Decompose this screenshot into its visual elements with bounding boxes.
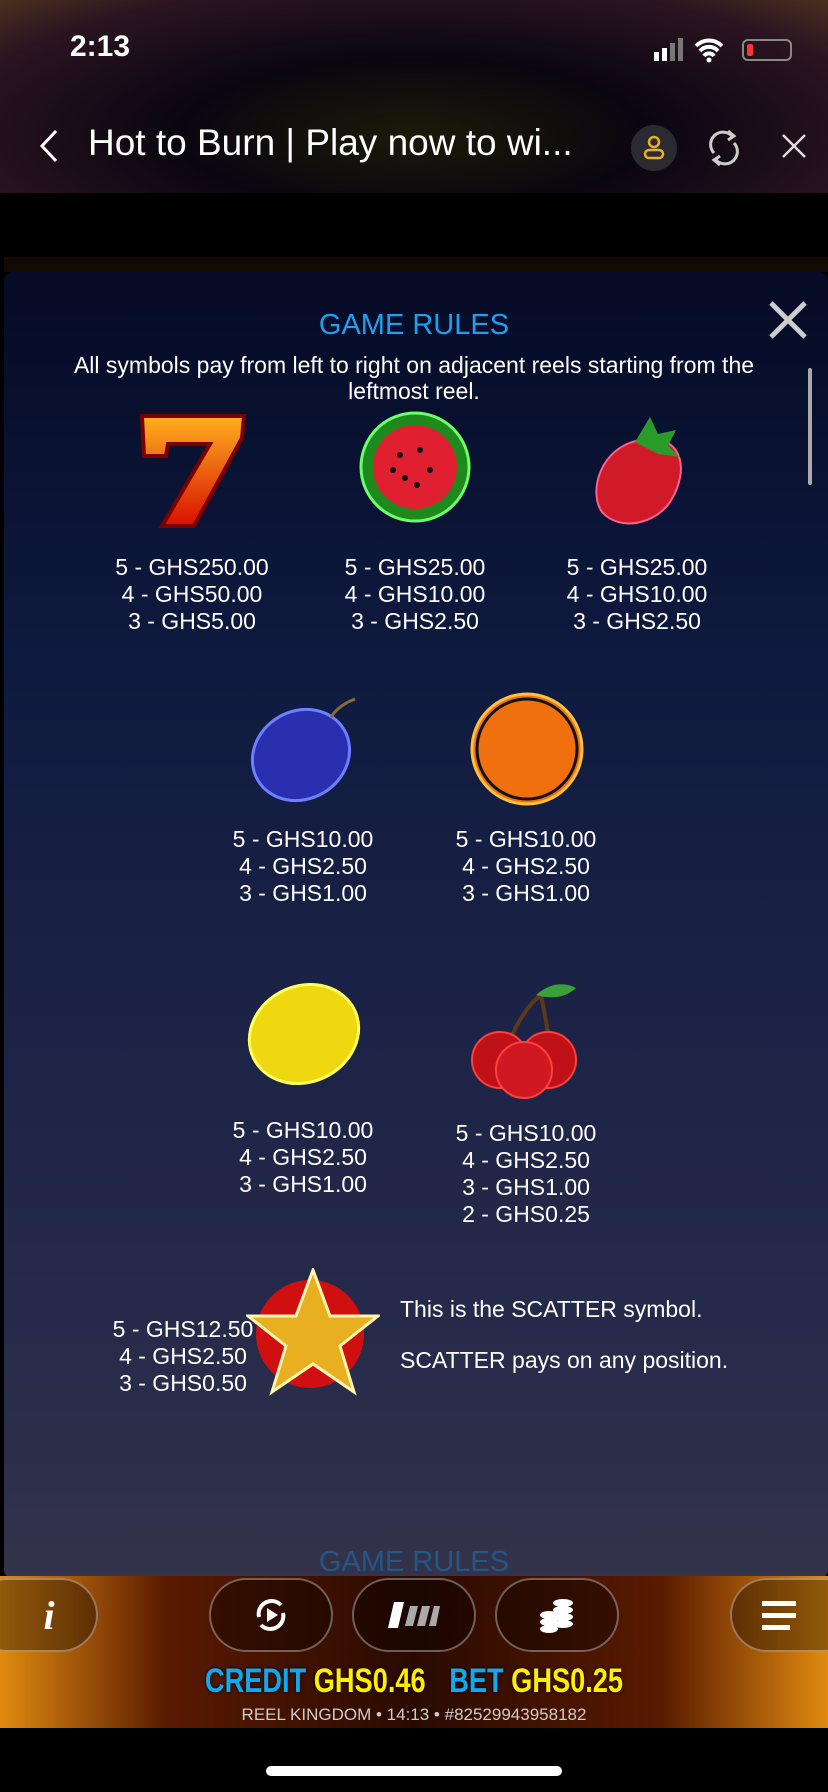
bet-value: GHS0.25 (511, 1662, 624, 1700)
hamburger-icon (762, 1601, 796, 1630)
scatter-desc-2: SCATTER pays on any position. (400, 1347, 729, 1373)
star-scatter-icon (246, 1268, 380, 1396)
pay-line: 3 - GHS0.50 (119, 1370, 247, 1396)
paytable-strawberry: 5 - GHS25.00 4 - GHS10.00 3 - GHS2.50 (537, 554, 737, 635)
pay-line: 3 - GHS5.00 (128, 608, 256, 634)
chevron-left-icon[interactable] (38, 128, 60, 164)
paytable-scatter: 5 - GHS12.50 4 - GHS2.50 3 - GHS0.50 (83, 1316, 283, 1397)
pay-line: 5 - GHS10.00 (455, 826, 597, 852)
credit-bet-line: CREDIT GHS0.46 BET GHS0.25 (83, 1662, 745, 1701)
cherry-icon (471, 984, 577, 1099)
credit-label: CREDIT (204, 1662, 307, 1700)
plum-icon (250, 697, 356, 803)
pay-line: 5 - GHS10.00 (232, 1117, 374, 1143)
pay-line: 5 - GHS25.00 (566, 554, 708, 580)
pay-line: 4 - GHS50.00 (121, 581, 263, 607)
pay-line: 3 - GHS1.00 (239, 880, 367, 906)
strawberry-icon (595, 417, 682, 525)
pay-line: 5 - GHS25.00 (344, 554, 486, 580)
pay-line: 4 - GHS10.00 (344, 581, 486, 607)
scrollbar[interactable] (808, 368, 812, 485)
status-time: 2:13 (70, 30, 131, 63)
page-title: Hot to Burn | Play now to wi... (88, 122, 573, 163)
autoplay-icon (256, 1599, 286, 1631)
pay-line: 5 - GHS10.00 (455, 1120, 597, 1146)
info-button[interactable]: i (0, 1578, 98, 1652)
credit-value: GHS0.46 (313, 1662, 426, 1700)
browser-header (0, 0, 828, 193)
pay-line: 3 - GHS2.50 (351, 608, 479, 634)
watermelon-icon (359, 411, 471, 523)
coins-icon (540, 1599, 573, 1633)
paytable-plum: 5 - GHS10.00 4 - GHS2.50 3 - GHS1.00 (203, 826, 403, 907)
pay-line: 4 - GHS2.50 (462, 1147, 590, 1173)
turbo-icon (388, 1602, 440, 1628)
pay-line: 4 - GHS10.00 (566, 581, 708, 607)
close-icon[interactable] (781, 133, 807, 159)
pay-line: 4 - GHS2.50 (462, 853, 590, 879)
game-top-strip (4, 257, 828, 272)
pay-line: 5 - GHS10.00 (232, 826, 374, 852)
pay-line: 3 - GHS2.50 (573, 608, 701, 634)
paytable-lemon: 5 - GHS10.00 4 - GHS2.50 3 - GHS1.00 (203, 1117, 403, 1198)
status-icons (654, 38, 792, 63)
pay-line: 4 - GHS2.50 (239, 853, 367, 879)
pay-line: 4 - GHS2.50 (119, 1343, 247, 1369)
close-rules-icon[interactable] (768, 300, 808, 340)
pay-line: 5 - GHS250.00 (115, 554, 269, 580)
pay-line: 4 - GHS2.50 (239, 1144, 367, 1170)
seven-icon (139, 414, 247, 528)
game-control-bar (0, 1576, 828, 1728)
pay-line: 3 - GHS1.00 (462, 1174, 590, 1200)
autoplay-button[interactable] (209, 1578, 333, 1652)
game-info: REEL KINGDOM • 14:13 • #82529943958182 (241, 1705, 587, 1724)
orange-icon (470, 692, 584, 806)
user-icon[interactable] (631, 125, 677, 171)
paytable-seven: 5 - GHS250.00 4 - GHS50.00 3 - GHS5.00 (92, 554, 292, 635)
pay-line: 3 - GHS1.00 (462, 880, 590, 906)
bet-button[interactable] (495, 1578, 619, 1652)
paytable-orange: 5 - GHS10.00 4 - GHS2.50 3 - GHS1.00 (426, 826, 626, 907)
lemon-icon (247, 982, 361, 1086)
home-indicator (266, 1766, 562, 1776)
pay-line: 2 - GHS0.25 (462, 1201, 590, 1227)
menu-button[interactable] (730, 1578, 828, 1652)
refresh-icon[interactable] (706, 128, 742, 168)
turbo-button[interactable] (352, 1578, 476, 1652)
paytable-cherry: 5 - GHS10.00 4 - GHS2.50 3 - GHS1.00 2 - GH… (426, 1120, 626, 1228)
pay-line: 3 - GHS1.00 (239, 1171, 367, 1197)
paytable-watermelon: 5 - GHS25.00 4 - GHS10.00 3 - GHS2.50 (315, 554, 515, 635)
pay-line: 5 - GHS12.50 (112, 1316, 254, 1342)
rules-title: GAME RULES (318, 309, 510, 341)
next-section-title: GAME RULES (318, 1546, 510, 1578)
bet-label: BET (449, 1662, 504, 1700)
scatter-desc-1: This is the SCATTER symbol. (400, 1296, 703, 1322)
rules-intro: All symbols pay from left to right on ad… (73, 352, 755, 404)
